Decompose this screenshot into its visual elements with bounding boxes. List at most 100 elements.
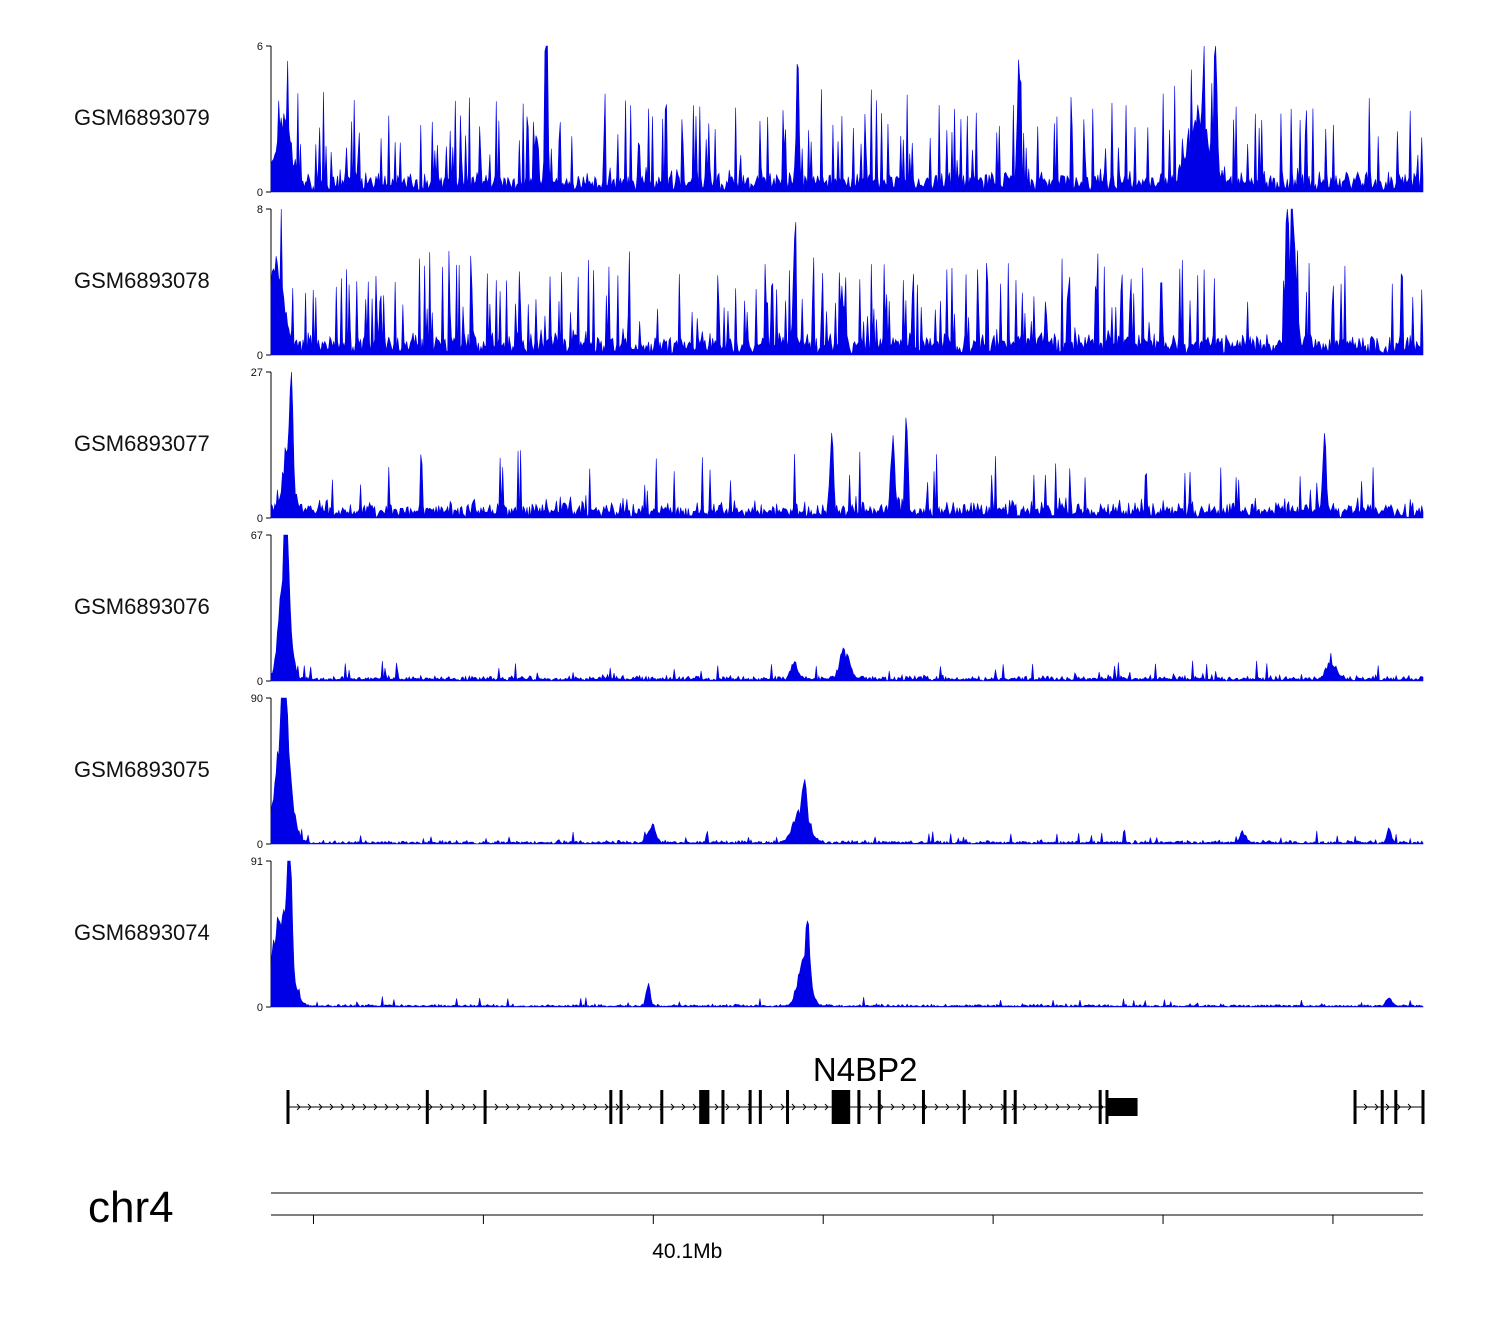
ruler-tick-label: 40.1Mb bbox=[652, 1240, 722, 1263]
signal-area bbox=[270, 208, 1424, 356]
gene-exon bbox=[962, 1090, 966, 1124]
gene-strand-chevron bbox=[604, 1103, 609, 1111]
gene-strand-chevron bbox=[1077, 1103, 1082, 1111]
track-GSM6893076: GSM6893076 67 0 bbox=[74, 530, 1424, 688]
gene-strand-chevron bbox=[890, 1103, 895, 1111]
signal-area bbox=[270, 534, 1424, 682]
second-gene-strand-chevron bbox=[1363, 1103, 1368, 1111]
gene-exon bbox=[609, 1090, 613, 1124]
gene-label: N4BP2 bbox=[813, 1051, 918, 1088]
gene-strand-chevron bbox=[923, 1103, 928, 1111]
gene-strand-chevron bbox=[615, 1103, 620, 1111]
gene-strand-chevron bbox=[1066, 1103, 1071, 1111]
gene-exon bbox=[619, 1090, 623, 1124]
gene-strand-chevron bbox=[593, 1103, 598, 1111]
gene-strand-chevron bbox=[934, 1103, 939, 1111]
track-label: GSM6893076 bbox=[74, 594, 210, 619]
signal-area bbox=[270, 45, 1424, 193]
y-axis-max-label: 90 bbox=[251, 693, 263, 705]
gene-strand-chevron bbox=[384, 1103, 389, 1111]
y-axis-min-label: 0 bbox=[257, 839, 263, 851]
gene-strand-chevron bbox=[670, 1103, 675, 1111]
gene-strand-chevron bbox=[956, 1103, 961, 1111]
gene-strand-chevron bbox=[340, 1103, 345, 1111]
gene-exon bbox=[748, 1090, 752, 1124]
gene-strand-chevron bbox=[549, 1103, 554, 1111]
gene-strand-chevron bbox=[780, 1103, 785, 1111]
gene-strand-chevron bbox=[681, 1103, 686, 1111]
gene-strand-chevron bbox=[417, 1103, 422, 1111]
track-GSM6893074: GSM6893074 91 0 bbox=[74, 856, 1424, 1014]
gene-strand-chevron bbox=[868, 1103, 873, 1111]
gene-strand-chevron bbox=[571, 1103, 576, 1111]
gene-exon bbox=[877, 1090, 881, 1124]
gene-exon bbox=[1003, 1090, 1007, 1124]
gene-exon bbox=[483, 1090, 487, 1124]
second-gene-strand-chevron bbox=[1396, 1103, 1401, 1111]
signal-area bbox=[270, 697, 1424, 845]
gene-strand-chevron bbox=[978, 1103, 983, 1111]
gene-strand-chevron bbox=[516, 1103, 521, 1111]
gene-exon bbox=[721, 1090, 725, 1124]
gene-strand-chevron bbox=[329, 1103, 334, 1111]
gene-strand-chevron bbox=[494, 1103, 499, 1111]
second-gene-exon bbox=[1380, 1090, 1384, 1124]
gene-strand-chevron bbox=[428, 1103, 433, 1111]
track-GSM6893075: GSM6893075 90 0 bbox=[74, 693, 1424, 851]
second-gene-exon bbox=[1353, 1090, 1357, 1124]
gene-strand-chevron bbox=[912, 1103, 917, 1111]
gene-cds-exon bbox=[699, 1090, 710, 1124]
gene-strand-chevron bbox=[626, 1103, 631, 1111]
gene-cds-exon bbox=[831, 1090, 849, 1124]
second-gene-strand-chevron bbox=[1407, 1103, 1412, 1111]
gene-track: N4BP2 bbox=[286, 1051, 1425, 1124]
gene-exon bbox=[786, 1090, 790, 1124]
gene-exon bbox=[921, 1090, 925, 1124]
gene-strand-chevron bbox=[406, 1103, 411, 1111]
gene-strand-chevron bbox=[307, 1103, 312, 1111]
gene-strand-chevron bbox=[802, 1103, 807, 1111]
y-axis-max-label: 67 bbox=[251, 530, 263, 542]
y-axis-min-label: 0 bbox=[257, 350, 263, 362]
track-GSM6893078: GSM6893078 8 0 bbox=[74, 204, 1424, 362]
gene-strand-chevron bbox=[560, 1103, 565, 1111]
gene-strand-chevron bbox=[373, 1103, 378, 1111]
chromosome-ruler: chr4 40.1Mb bbox=[88, 1183, 1423, 1263]
second-gene-exon bbox=[1421, 1090, 1425, 1124]
gene-exon bbox=[1098, 1090, 1102, 1124]
chromosome-label: chr4 bbox=[88, 1183, 174, 1232]
gene-strand-chevron bbox=[1033, 1103, 1038, 1111]
gene-strand-chevron bbox=[505, 1103, 510, 1111]
gene-strand-chevron bbox=[472, 1103, 477, 1111]
gene-utr-exon bbox=[1106, 1098, 1138, 1116]
y-axis-max-label: 8 bbox=[257, 204, 263, 216]
gene-strand-chevron bbox=[1044, 1103, 1049, 1111]
gene-strand-chevron bbox=[736, 1103, 741, 1111]
gene-start-marker bbox=[286, 1099, 290, 1115]
track-label: GSM6893079 bbox=[74, 105, 210, 130]
gene-strand-chevron bbox=[967, 1103, 972, 1111]
y-axis-min-label: 0 bbox=[257, 1002, 263, 1014]
gene-strand-chevron bbox=[395, 1103, 400, 1111]
track-label: GSM6893074 bbox=[74, 920, 210, 945]
gene-strand-chevron bbox=[901, 1103, 906, 1111]
gene-strand-chevron bbox=[791, 1103, 796, 1111]
gene-strand-chevron bbox=[879, 1103, 884, 1111]
gene-exon bbox=[660, 1090, 664, 1124]
y-axis-min-label: 0 bbox=[257, 676, 263, 688]
gene-strand-chevron bbox=[637, 1103, 642, 1111]
track-label: GSM6893077 bbox=[74, 431, 210, 456]
second-gene-exon bbox=[1394, 1090, 1398, 1124]
gene-strand-chevron bbox=[648, 1103, 653, 1111]
y-axis-max-label: 6 bbox=[257, 41, 263, 53]
gene-strand-chevron bbox=[725, 1103, 730, 1111]
gene-strand-chevron bbox=[318, 1103, 323, 1111]
signal-area bbox=[270, 860, 1424, 1008]
gene-strand-chevron bbox=[692, 1103, 697, 1111]
gene-strand-chevron bbox=[450, 1103, 455, 1111]
gene-strand-chevron bbox=[714, 1103, 719, 1111]
gene-strand-chevron bbox=[538, 1103, 543, 1111]
y-axis-max-label: 27 bbox=[251, 367, 263, 379]
track-label: GSM6893078 bbox=[74, 268, 210, 293]
